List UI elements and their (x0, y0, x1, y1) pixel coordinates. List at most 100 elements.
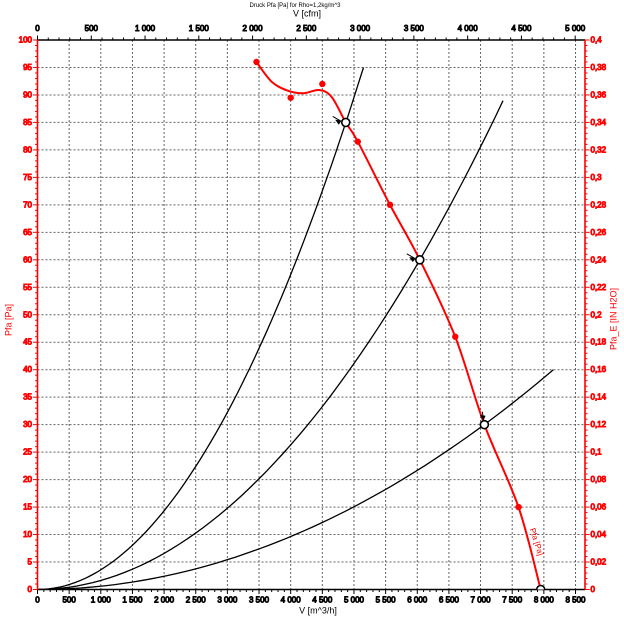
data-point-marker (354, 138, 361, 145)
tick-label: 1 500 (189, 24, 210, 33)
tick-label: 500 (85, 24, 99, 33)
tick-label: 0,36 (591, 90, 607, 99)
data-point-marker (287, 94, 294, 101)
tick-label: 0,28 (591, 200, 607, 209)
tick-label: 500 (62, 596, 76, 605)
tick-label: 0,08 (591, 475, 607, 484)
tick-label: 5 500 (376, 596, 397, 605)
right-axis-title: Pfa_E [IN H2O] (608, 287, 619, 351)
pointer-arrow (332, 115, 340, 121)
tick-label: 35 (23, 393, 32, 402)
data-point-marker (253, 58, 260, 66)
tick-label: 5 000 (565, 24, 586, 33)
tick-label: 45 (23, 338, 32, 347)
system-curve (37, 369, 554, 590)
tick-label: 55 (23, 283, 32, 292)
tick-label: 0,26 (591, 228, 607, 237)
tick-label: 40 (23, 365, 32, 374)
tick-label: 0,4 (591, 36, 603, 45)
tick-label: 0,04 (591, 530, 607, 539)
tick-label: 0 (35, 24, 40, 33)
tick-label: 0,1 (591, 448, 603, 457)
system-curve (37, 100, 504, 590)
tick-label: 3 000 (350, 24, 371, 33)
tick-label: 25 (23, 448, 32, 457)
bottom-axis-title: V [m^3/h] (299, 605, 337, 616)
tick-label: 2 000 (154, 596, 175, 605)
tick-label: 2 000 (243, 24, 264, 33)
left-axis-ticks: 0 5 10 15 20 25 30 35 40 45 50 55 60 65 70 75 80 85 90 95 10… (18, 35, 38, 595)
tick-label: 8 500 (565, 596, 586, 605)
left-axis-title: Pfa [Pa] (3, 303, 14, 337)
tick-label: 90 (23, 90, 32, 99)
tick-label: 3 000 (217, 596, 238, 605)
tick-label: 50 (23, 310, 32, 319)
tick-label: 0,12 (591, 420, 607, 429)
markers (253, 58, 546, 590)
tick-label: 95 (23, 63, 32, 72)
fan-curve (255, 61, 542, 590)
tick-label: 4 500 (312, 596, 333, 605)
tick-label: 0,14 (591, 393, 607, 402)
tick-label: 0 (591, 585, 596, 594)
tick-label: 60 (23, 255, 32, 264)
tick-label: 0,3 (591, 173, 603, 182)
tick-label: 100 (19, 36, 33, 45)
top-axis-title: V [cfm] (292, 8, 322, 19)
data-point-marker (386, 201, 394, 209)
data-point-marker (515, 503, 522, 511)
tick-label: 6 500 (439, 596, 460, 605)
pointer-arrowhead (409, 257, 416, 263)
pointer-arrow (406, 253, 415, 259)
tick-label: 0,16 (591, 365, 607, 374)
tick-label: 30 (23, 420, 32, 429)
tick-label: 0 (35, 596, 40, 605)
tick-label: 80 (23, 145, 32, 154)
tick-label: 4 000 (458, 24, 479, 33)
tick-label: 3 500 (249, 596, 270, 605)
tick-label: 2 500 (186, 596, 207, 605)
tick-label: 0,02 (591, 558, 607, 567)
operating-point-marker (479, 419, 490, 430)
system-curves (37, 67, 554, 590)
bottom-axis-ticks: 0 500 1 000 1 500 2 000 2 500 3 000 3 500 4 000 4… (35, 589, 587, 605)
tick-label: 0,22 (591, 283, 607, 292)
tick-label: 0,34 (591, 118, 607, 127)
tick-label: 1 500 (122, 596, 143, 605)
tick-label: 4 000 (281, 596, 302, 605)
tick-label: 65 (23, 228, 32, 237)
tick-label: 1 000 (135, 24, 156, 33)
tick-label: 75 (23, 173, 32, 182)
operating-point-marker (414, 254, 425, 265)
right-axis-ticks: 0 0,02 0,04 0,06 0,08 0,1 0,12 0,14 0,16 0,18 0,2 0… (585, 35, 607, 595)
chart-title: Druck Pfa [Pa] for Rho=1,2kg/m^3 (249, 3, 341, 9)
operating-point-marker (535, 584, 546, 590)
grid (37, 40, 585, 590)
tick-label: 0 (28, 585, 33, 594)
system-curve (37, 67, 365, 590)
pointer-arrowhead (335, 119, 342, 125)
operating-point-arrows (332, 115, 486, 421)
tick-label: 5 (28, 558, 33, 567)
tick-label: 1 000 (91, 596, 112, 605)
tick-label: 0,06 (591, 503, 607, 512)
tick-label: 0,2 (591, 310, 603, 319)
tick-label: 0,18 (591, 338, 607, 347)
tick-label: 7 500 (502, 596, 523, 605)
tick-label: 15 (23, 503, 32, 512)
top-axis-ticks: 0 500 1 000 1 500 2 000 2 500 3 000 3 500 4 000 4… (35, 24, 586, 40)
tick-label: 10 (23, 530, 32, 539)
data-point-marker (452, 333, 459, 340)
tick-label: 20 (23, 475, 32, 484)
pointer-arrowhead (479, 415, 486, 421)
tick-label: 70 (23, 200, 32, 209)
tick-label: 8 000 (534, 596, 555, 605)
tick-label: 0,24 (591, 255, 607, 264)
operating-point-marker (340, 117, 351, 128)
tick-label: 3 500 (404, 24, 425, 33)
tick-label: 4 500 (511, 24, 532, 33)
tick-label: 6 000 (407, 596, 428, 605)
tick-label: 0,38 (591, 63, 607, 72)
